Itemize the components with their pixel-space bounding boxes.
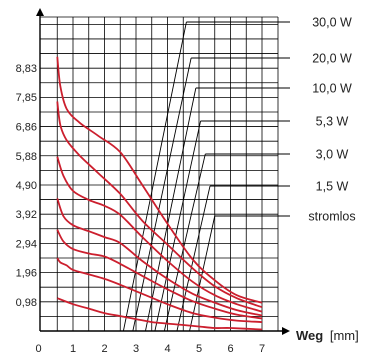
- series-line-1: [56, 56, 263, 304]
- x-tick-label: 4: [164, 343, 170, 355]
- y-tick-label: 0,98: [16, 297, 37, 309]
- x-tick-label: 7: [259, 343, 265, 355]
- y-tick-label: 2,94: [16, 238, 37, 250]
- x-tick-label: 3: [133, 343, 139, 355]
- y-tick-label: 6,86: [16, 122, 37, 134]
- series-line-3: [56, 156, 263, 313]
- power-diagonal: [145, 87, 197, 332]
- power-label: 10,0 W: [312, 82, 352, 96]
- y-tick-label: 3,92: [16, 209, 37, 221]
- x-axis-title: Weg [mm]: [296, 328, 359, 343]
- x-axis-arrow: [282, 327, 290, 335]
- power-label: 3,0 W: [316, 148, 349, 162]
- y-tick-label: 1,96: [16, 268, 37, 280]
- series-line-7: [56, 297, 263, 331]
- x-tick-label: 6: [227, 343, 233, 355]
- power-label: stromlos: [308, 210, 355, 224]
- power-diagonals: [122, 21, 290, 332]
- power-diagonal: [176, 185, 211, 332]
- series-line-5: [56, 229, 263, 320]
- y-tick-label: 5,88: [16, 151, 37, 163]
- series-line-4: [56, 198, 263, 317]
- power-label: 5,3 W: [316, 115, 349, 129]
- y-tick-label: 7,85: [16, 92, 37, 104]
- power-diagonal: [132, 57, 192, 332]
- x-tick-label: 2: [101, 343, 107, 355]
- power-diagonal: [189, 215, 216, 332]
- x-axis-title-bold: Weg: [296, 328, 323, 343]
- power-label: 20,0 W: [312, 52, 352, 66]
- power-diagonal: [154, 120, 202, 332]
- x-tick-label: 0: [35, 343, 41, 355]
- x-tick-label: 1: [70, 343, 76, 355]
- power-label: 30,0 W: [312, 16, 352, 30]
- y-tick-labels: 0,98 1,96 2,94 3,92 4,90 5,88 6,86 7,85 8,83: [16, 63, 37, 309]
- axes: [36, 8, 290, 335]
- y-tick-label: 4,90: [16, 180, 37, 192]
- x-tick-label: 5: [196, 343, 202, 355]
- series-line-6: [56, 257, 263, 323]
- series-line-2: [56, 101, 263, 309]
- x-axis-title-unit: [mm]: [330, 328, 359, 343]
- y-axis-arrow: [36, 8, 44, 16]
- power-labels: 30,0 W 20,0 W 10,0 W 5,3 W 3,0 W 1,5 W stromlo…: [308, 16, 355, 224]
- power-label: 1,5 W: [316, 180, 349, 194]
- power-diagonal: [163, 153, 206, 332]
- x-tick-labels: 0 1 2 3 4 5 6 7: [35, 343, 265, 355]
- curves: [56, 56, 263, 331]
- power-diagonal: [122, 21, 187, 332]
- y-tick-label: 8,83: [16, 63, 37, 75]
